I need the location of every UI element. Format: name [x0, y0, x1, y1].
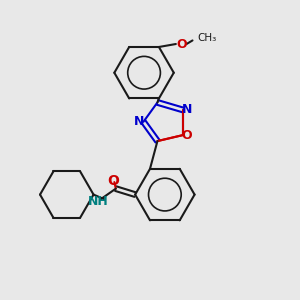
Text: O: O	[107, 174, 119, 188]
Text: N: N	[134, 115, 144, 128]
Text: O: O	[176, 38, 187, 50]
Text: N: N	[182, 103, 192, 116]
Text: O: O	[182, 129, 193, 142]
Text: NH: NH	[88, 195, 108, 208]
Text: CH₃: CH₃	[198, 33, 217, 43]
